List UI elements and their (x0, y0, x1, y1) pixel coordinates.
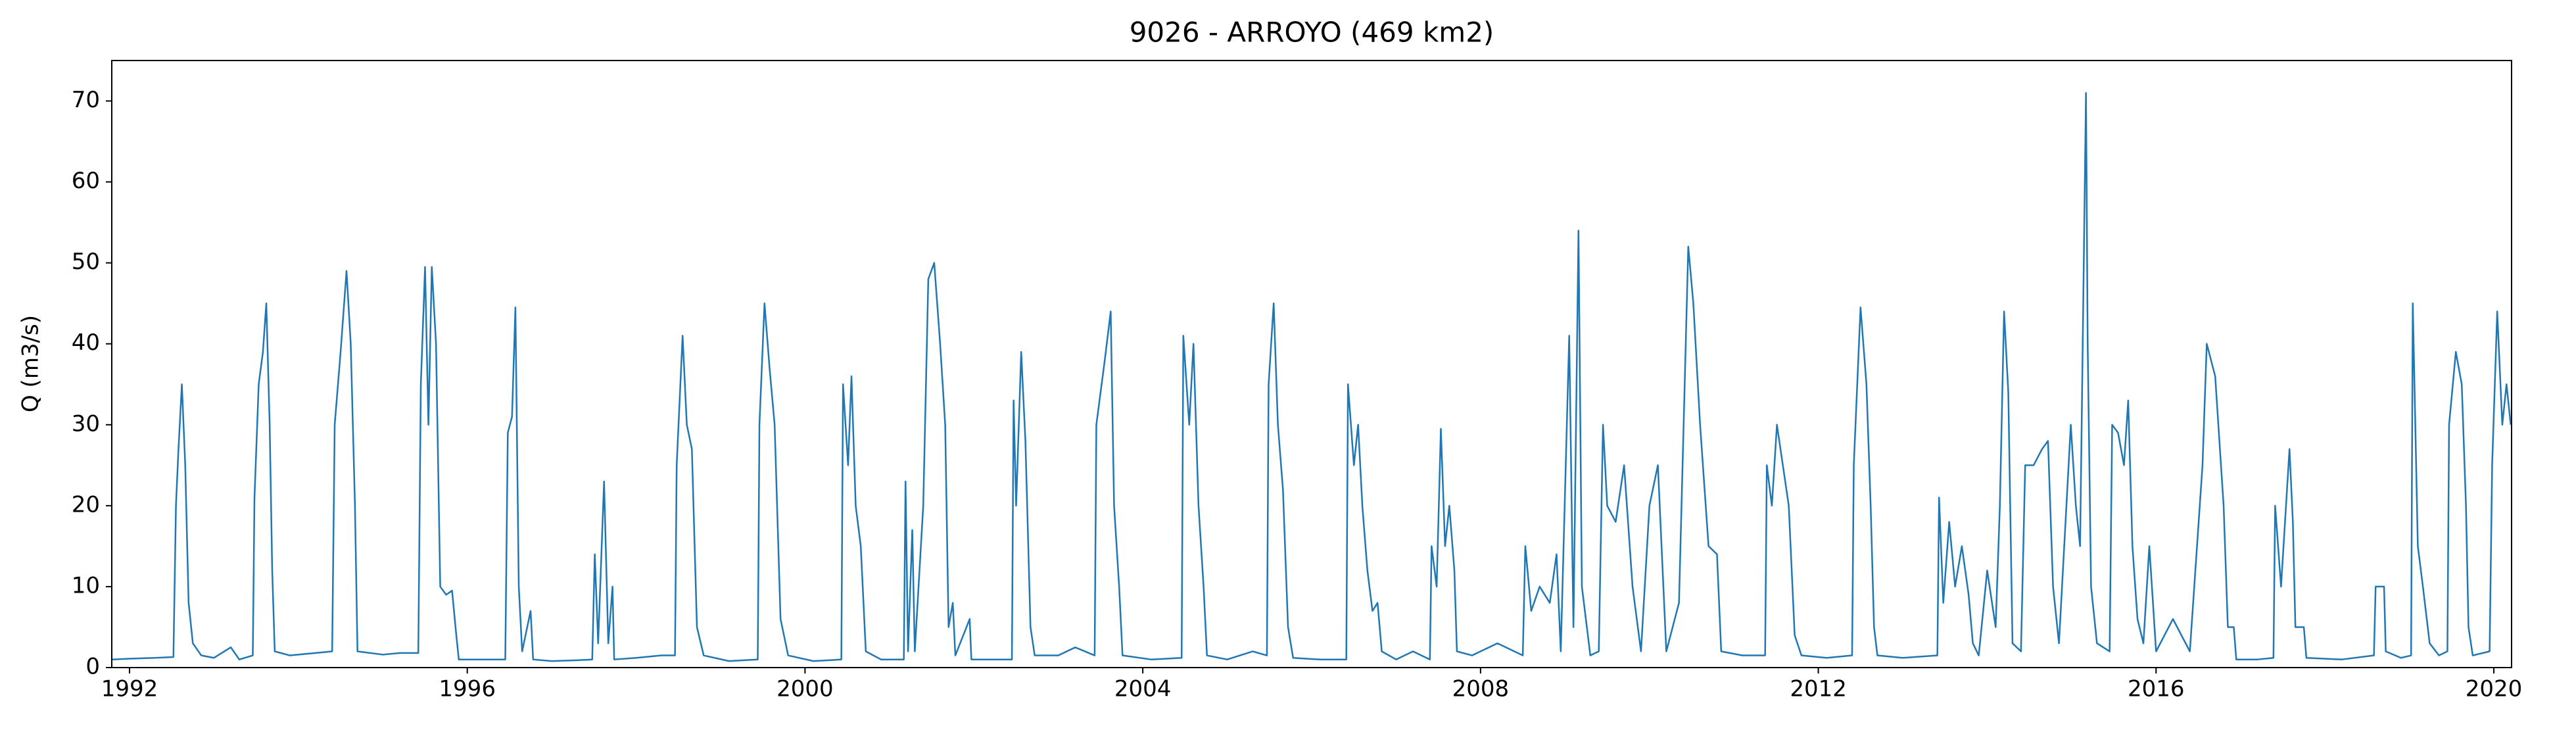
y-tick-label: 10 (72, 572, 100, 599)
chart-title: 9026 - ARROYO (469 km2) (1130, 16, 1494, 49)
y-tick-label: 20 (72, 491, 100, 518)
y-tick-label: 30 (72, 410, 100, 437)
y-tick-label: 0 (85, 654, 100, 680)
x-tick-label: 1996 (439, 676, 496, 702)
y-tick-label: 70 (72, 87, 100, 113)
x-tick-label: 2004 (1114, 676, 1172, 702)
x-tick-label: 1992 (101, 676, 158, 702)
y-tick-label: 60 (72, 168, 100, 194)
x-tick-label: 2012 (1790, 676, 1847, 702)
y-axis-label: Q (m3/s) (18, 315, 44, 412)
data-line (111, 91, 2512, 662)
x-tick-label: 2016 (2128, 676, 2185, 702)
x-tick-label: 2020 (2466, 676, 2523, 702)
x-tick-label: 2000 (776, 676, 834, 702)
y-tick-label: 50 (72, 249, 100, 275)
x-tick-label: 2008 (1452, 676, 1510, 702)
y-tick-label: 40 (72, 330, 100, 356)
plot-frame (111, 60, 2512, 668)
